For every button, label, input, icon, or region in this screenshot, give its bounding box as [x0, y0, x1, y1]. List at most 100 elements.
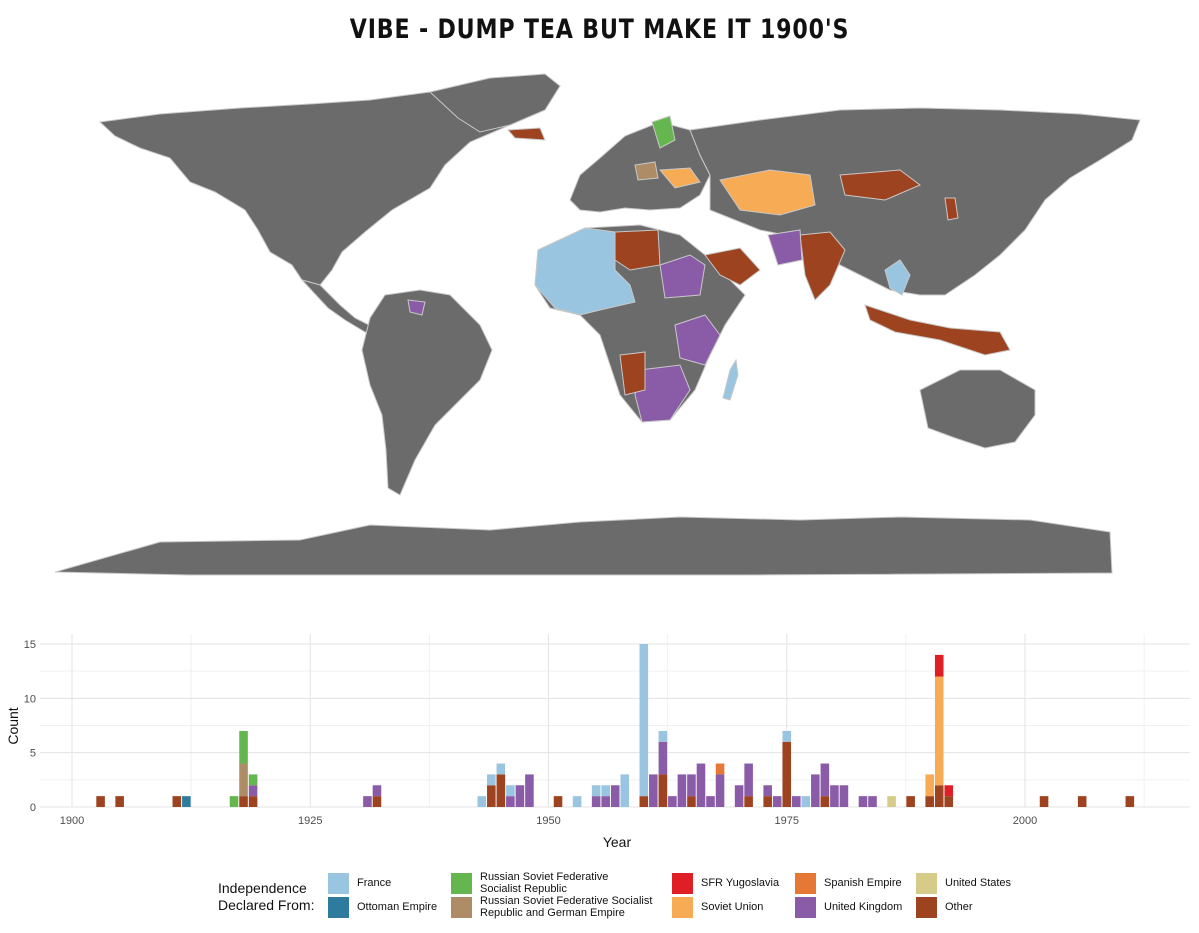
legend-label-spanish-empire: Spanish Empire [824, 877, 902, 889]
x-tick-label: 1975 [775, 815, 799, 827]
legend-item-rsfsr-german: Russian Soviet Federative Socialist Repub… [451, 895, 653, 919]
map-region-pakistan [767, 229, 803, 266]
map-antarctica [54, 516, 1113, 576]
bar-1991-other [934, 785, 944, 807]
bar-1947-united_kingdom [515, 785, 525, 807]
map-asia [689, 107, 1141, 296]
legend-key-france [328, 872, 349, 894]
bar-1983-united_kingdom [858, 796, 868, 807]
bar-1919-rsfsr [248, 774, 258, 786]
map-region-southern-africa [634, 364, 691, 423]
x-tick-label: 1950 [536, 815, 560, 827]
bar-1965-other [687, 796, 696, 807]
bar-1962-other [658, 774, 668, 807]
legend-label-sfr-yugoslavia: SFR Yugoslavia [701, 877, 780, 889]
bar-1979-united_kingdom [820, 763, 830, 797]
map-region-sudan [659, 254, 706, 299]
x-tick-label: 1900 [60, 815, 84, 827]
legend-item-sfr-yugoslavia: SFR Yugoslavia [672, 872, 779, 894]
bar-1988-other [906, 796, 915, 807]
bar-1981-united_kingdom [839, 785, 849, 807]
bar-1945-other [496, 774, 506, 807]
bar-1992-other [944, 796, 954, 807]
bar-1917-rsfsr [229, 796, 239, 807]
map-region-korea [944, 197, 959, 221]
map-region-east-africa [674, 314, 721, 366]
bar-1991-soviet_union [934, 676, 944, 786]
legend-title: Independence Declared From: [218, 880, 314, 914]
bar-1946-united_kingdom [506, 796, 515, 807]
legend-item-rsfsr: Russian Soviet Federative Socialist Repub… [451, 871, 609, 895]
bar-1932-united_kingdom [372, 785, 382, 797]
map-region-madagascar [722, 358, 739, 401]
legend-key-ottoman-empire [328, 896, 349, 918]
bar-1963-united_kingdom [668, 796, 677, 807]
bar-1971-united_kingdom [744, 763, 753, 797]
bar-1968-spanish_empire [715, 763, 725, 775]
bar-1991-sfr_yugoslavia [934, 654, 944, 677]
legend-key-rsfsr [451, 872, 472, 894]
bar-1977-france [801, 796, 811, 807]
legend-key-rsfsr-german [451, 896, 472, 918]
legend-label-rsfsr: Russian Soviet Federative Socialist Repub… [480, 871, 609, 895]
bar-2011-other [1125, 796, 1135, 807]
legend-title-line1: Independence [218, 880, 307, 896]
bar-2002-other [1039, 796, 1049, 807]
bar-1973-other [763, 796, 772, 807]
bar-1990-other [925, 796, 934, 807]
legend-key-sfr-yugoslavia [672, 872, 693, 894]
x-axis-label: Year [603, 834, 632, 850]
legend-label-united-states: United States [945, 877, 1012, 889]
chart-title: VIBE - DUMP TEA BUT MAKE IT 1900'S [349, 14, 850, 45]
y-tick-label: 5 [30, 748, 36, 760]
legend-label-united-kingdom: United Kingdom [824, 901, 903, 913]
bar-1919-other [248, 796, 258, 807]
bar-1962-united_kingdom [658, 741, 668, 775]
x-tick-label: 1925 [298, 815, 322, 827]
legend-title-line2: Declared From: [218, 897, 315, 913]
legend-key-united-kingdom [795, 896, 816, 918]
world-map [54, 73, 1141, 576]
map-region-india [799, 231, 846, 301]
map-region-mongolia [839, 169, 921, 201]
map-region-angola [619, 351, 646, 396]
legend-key-soviet-union [672, 896, 693, 918]
bar-1955-united_kingdom [591, 796, 601, 807]
y-tick-label: 10 [24, 693, 36, 705]
map-region-guyana [407, 299, 426, 316]
bar-1951-other [553, 796, 563, 807]
legend-item-united-kingdom: United Kingdom [795, 896, 902, 918]
map-region-ireland [506, 127, 546, 141]
bar-1971-other [744, 796, 753, 807]
bar-1976-united_kingdom [791, 796, 801, 807]
legend-label-soviet-union: Soviet Union [701, 901, 764, 913]
legend-label-other: Other [945, 901, 973, 913]
bar-1903-other [96, 796, 105, 807]
map-north-america [98, 83, 561, 286]
bar-1919-united_kingdom [248, 785, 258, 797]
y-tick-label: 15 [24, 639, 36, 651]
bar-1953-france [572, 796, 582, 807]
map-greenland [428, 73, 561, 133]
bar-1984-united_kingdom [868, 796, 877, 807]
y-tick-label: 0 [30, 802, 36, 814]
bar-1968-united_kingdom [715, 774, 725, 807]
bar-1912-ottoman [182, 796, 191, 807]
bar-1975-france [782, 730, 792, 742]
legend-label-rsfsr-german: Russian Soviet Federative Socialist Repub… [480, 895, 653, 919]
x-tick-label: 2000 [1013, 815, 1037, 827]
legend-label-france: France [357, 877, 392, 889]
bar-1962-france [658, 730, 668, 742]
bar-1980-united_kingdom [830, 785, 839, 807]
bar-1986-united_states [887, 796, 896, 807]
bar-1931-united_kingdom [363, 796, 372, 807]
map-region-ukraine [658, 167, 701, 189]
bar-1992-sfr_yugoslavia [944, 785, 954, 797]
map-region-finland [651, 115, 676, 149]
bar-1918-rsfsr [239, 730, 248, 764]
bar-1973-united_kingdom [763, 785, 772, 797]
bar-2006-other [1077, 796, 1087, 807]
bar-1957-united_kingdom [610, 785, 620, 807]
map-region-france-africa [534, 227, 636, 316]
bar-1944-other [487, 785, 496, 807]
